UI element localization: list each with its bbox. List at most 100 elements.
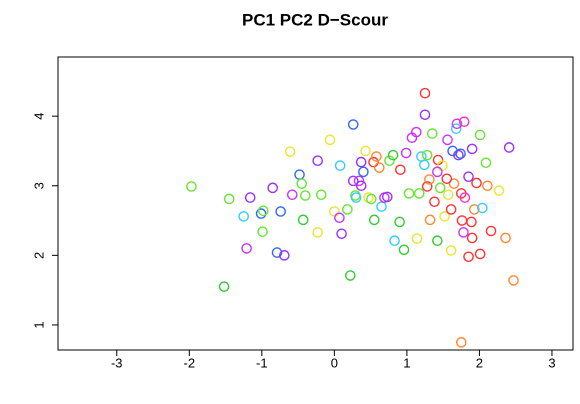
point [466,232,478,244]
y-tick-label: 3 [31,182,46,189]
x-tick-label: -3 [111,355,123,370]
point [432,235,443,247]
point [400,147,412,159]
point [429,196,440,208]
point [439,211,450,222]
point [448,178,460,189]
point [350,192,362,203]
point [419,87,431,99]
point [334,160,346,171]
point [458,227,469,238]
point [474,129,486,141]
x-tick-label: 0 [331,355,338,370]
point [312,155,323,166]
point [238,211,249,222]
point [355,180,367,192]
point [368,214,380,226]
point [403,188,415,199]
point [347,119,359,130]
point [244,192,256,203]
y-tick-label: 2 [31,252,46,259]
point [455,337,467,348]
point [419,159,430,171]
point [316,189,327,201]
point [279,250,290,261]
point [463,251,474,263]
point [358,166,369,178]
point [469,204,480,215]
point [480,157,492,169]
point [456,215,468,226]
point [387,149,399,161]
point [413,188,425,199]
point [421,181,433,192]
point [345,270,356,281]
point [275,206,286,217]
point [296,178,308,189]
point [450,123,462,134]
point [336,228,347,240]
point [297,214,309,226]
point [300,190,311,201]
point [493,185,505,196]
point [442,189,454,201]
point [384,155,395,166]
point [218,281,230,292]
point [241,243,252,254]
point [186,181,197,192]
point [271,247,283,258]
point [471,177,482,189]
x-tick-label: 3 [548,355,555,370]
point [394,216,405,228]
point [424,174,435,185]
point [474,248,486,260]
point [451,118,463,130]
point [347,175,359,187]
point [482,180,493,192]
point [424,214,436,226]
point [411,233,423,244]
point [334,212,345,224]
y-tick-label: 4 [31,113,46,120]
plot-frame [57,56,574,351]
y-tick-label: 1 [31,321,46,328]
point [353,175,365,187]
point [257,226,268,237]
point [360,145,371,157]
point [312,227,323,238]
point [442,134,453,146]
point [455,148,466,160]
point [395,164,406,176]
point [500,232,511,244]
point [257,205,269,217]
point [398,244,410,256]
chart-title: PC1 PC2 D−Scour [242,10,388,29]
x-tick-label: -1 [256,355,268,370]
point [441,173,453,185]
point [411,126,422,138]
point [477,202,488,214]
point [419,109,431,121]
point [463,171,474,183]
point [426,128,438,139]
point [368,156,379,168]
x-tick-label: -2 [184,355,196,370]
point [324,134,336,146]
point [434,182,446,194]
point [389,235,400,247]
point [503,142,515,153]
x-tick-label: 2 [476,355,483,370]
x-tick-label: 1 [403,355,410,370]
point [284,146,296,157]
point [459,192,471,203]
point [382,191,393,203]
point [342,204,353,215]
point [437,160,448,171]
point [371,151,382,162]
point [453,149,464,161]
point [485,225,497,237]
point [432,166,443,178]
point [223,193,235,205]
point [355,156,367,168]
